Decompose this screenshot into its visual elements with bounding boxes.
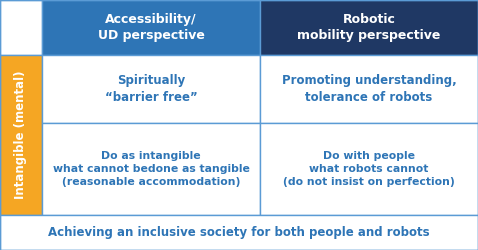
Bar [0, 215, 478, 250]
Text: Spiritually
“barrier free”: Spiritually “barrier free” [105, 74, 197, 104]
Bar [260, 123, 478, 215]
Bar [260, 55, 478, 123]
Bar [42, 0, 260, 55]
Bar [260, 0, 478, 55]
Text: Accessibility/
UD perspective: Accessibility/ UD perspective [98, 13, 205, 42]
Bar [42, 55, 260, 123]
Text: Intangible (mental): Intangible (mental) [14, 71, 28, 199]
Bar [0, 55, 42, 215]
Text: Achieving an inclusive society for both people and robots: Achieving an inclusive society for both … [48, 226, 430, 239]
Text: Robotic
mobility perspective: Robotic mobility perspective [297, 13, 441, 42]
Text: Do with people
what robots cannot
(do not insist on perfection): Do with people what robots cannot (do no… [283, 151, 455, 187]
Text: Promoting understanding,
tolerance of robots: Promoting understanding, tolerance of ro… [282, 74, 456, 104]
Bar [42, 123, 260, 215]
Text: Do as intangible
what cannot bedone as tangible
(reasonable accommodation): Do as intangible what cannot bedone as t… [53, 151, 250, 187]
Bar [0, 0, 42, 55]
